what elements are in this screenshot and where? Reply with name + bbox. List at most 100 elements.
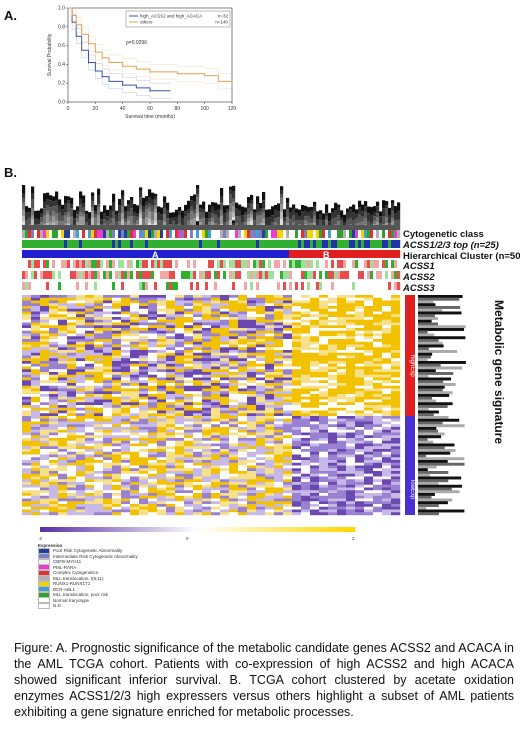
heatmap-cell	[76, 295, 86, 298]
row-dendro-segment	[418, 383, 456, 386]
acss-top-cell	[250, 240, 254, 248]
heatmap-cell	[274, 306, 284, 309]
heatmap-cell	[310, 303, 320, 307]
heatmap-cell	[85, 512, 95, 516]
heatmap-cell	[49, 322, 59, 326]
heatmap-cell	[238, 454, 248, 458]
cyto-cell	[91, 230, 95, 238]
cluster-cell	[307, 250, 311, 258]
heatmap-cell	[274, 424, 284, 428]
heatmap-cell	[283, 341, 293, 345]
dendro-base	[67, 225, 71, 230]
heatmap-cell	[31, 435, 41, 439]
dendro-segment	[301, 205, 305, 212]
heatmap-cell	[166, 435, 176, 439]
acss-top-cell	[190, 240, 194, 248]
dendro-segment	[97, 195, 101, 205]
y-tick-label: 0.0	[58, 100, 65, 106]
heatmap-cell	[283, 438, 293, 441]
heatmap-cell	[139, 421, 149, 425]
heatmap-cell	[139, 300, 149, 304]
heatmap-cell	[247, 344, 257, 348]
dendro-segment	[331, 208, 335, 213]
heatmap-cell	[85, 457, 95, 461]
dendro-segment	[292, 221, 296, 225]
heatmap-cell	[373, 350, 383, 353]
heatmap-cell	[319, 429, 329, 433]
heatmap-cell	[238, 476, 248, 480]
heatmap-cell	[202, 330, 212, 334]
heatmap-cell	[112, 322, 122, 326]
heatmap-cell	[40, 493, 50, 496]
heatmap-cell	[391, 314, 401, 318]
heatmap-cell	[202, 339, 212, 342]
heatmap-cell	[319, 363, 329, 367]
heatmap-cell	[211, 443, 221, 447]
heatmap-cell	[373, 484, 383, 488]
heatmap-cell	[301, 399, 311, 403]
heatmap-cell	[121, 380, 131, 384]
dendro-segment	[103, 223, 107, 225]
heatmap-cell	[337, 344, 347, 348]
heatmap-cell	[391, 394, 401, 397]
heatmap-cell	[148, 308, 158, 312]
cluster-cell	[334, 250, 338, 258]
heatmap-cell	[166, 295, 176, 298]
heatmap-cell	[184, 385, 194, 389]
acss-top-cell	[301, 240, 305, 248]
gene-track-cell	[202, 271, 206, 279]
heatmap-cell	[337, 333, 347, 337]
heatmap-cell	[337, 295, 347, 298]
heatmap-cell	[328, 297, 338, 301]
heatmap-cell	[337, 429, 347, 433]
heatmap-cell	[364, 350, 374, 353]
gene-track-cell	[103, 282, 107, 290]
heatmap-cell	[238, 399, 248, 403]
heatmap-cell	[391, 399, 401, 403]
cluster-cell	[394, 250, 398, 258]
row-dendro-segment	[418, 509, 465, 513]
heatmap-cell	[58, 330, 68, 334]
heatmap-cell	[283, 402, 293, 406]
dendro-segment	[58, 212, 62, 222]
heatmap-cell	[373, 347, 383, 351]
heatmap-cell	[328, 476, 338, 480]
heatmap-cell	[130, 446, 140, 450]
heatmap-cell	[58, 462, 68, 466]
acss-top-cell	[229, 240, 233, 248]
gene-track-cell	[163, 282, 167, 290]
cyto-cell	[175, 230, 179, 238]
heatmap-cell	[274, 457, 284, 461]
heatmap-cell	[175, 341, 185, 345]
cluster-cell	[232, 250, 236, 258]
heatmap-cell	[328, 473, 338, 477]
heatmap-cell	[229, 396, 239, 400]
heatmap-cell	[40, 454, 50, 458]
heatmap-cell	[229, 473, 239, 477]
scale-cell	[208, 527, 214, 532]
gene-track-cell	[265, 282, 269, 290]
series-line	[68, 7, 171, 92]
cyto-cell	[94, 230, 98, 238]
heatmap-cell	[112, 446, 122, 450]
heatmap-cell	[157, 377, 167, 381]
heatmap-cell	[337, 380, 347, 384]
gene-track-cell	[247, 282, 251, 290]
heatmap-cell	[76, 506, 86, 510]
heatmap-cell	[328, 493, 338, 496]
gene-track-cell	[274, 260, 278, 268]
heatmap-cell	[157, 394, 167, 397]
heatmap-cell	[310, 317, 320, 320]
heatmap-cell	[391, 468, 401, 472]
heatmap-cell	[76, 394, 86, 397]
heatmap-cell	[373, 308, 383, 312]
heatmap-cell	[31, 487, 41, 491]
heatmap-cell	[256, 416, 266, 419]
cyto-cell	[280, 230, 284, 238]
heatmap-cell	[229, 418, 239, 422]
heatmap-cell	[211, 377, 221, 381]
heatmap-cell	[373, 317, 383, 320]
heatmap-cell	[211, 374, 221, 378]
heatmap-cell	[256, 388, 266, 392]
heatmap-cell	[184, 388, 194, 392]
